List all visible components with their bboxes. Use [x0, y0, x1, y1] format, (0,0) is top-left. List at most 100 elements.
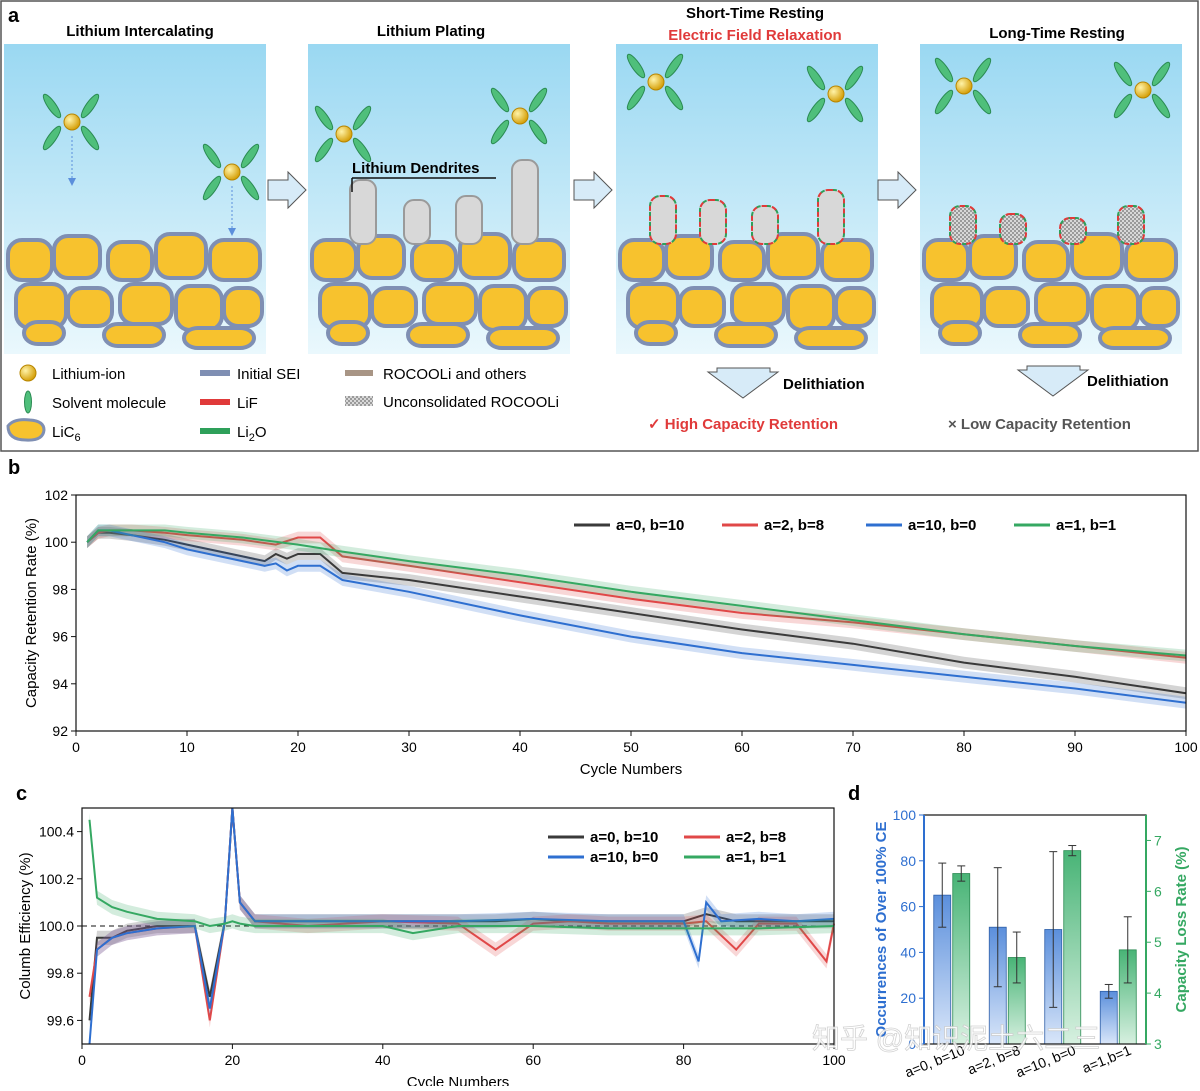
- x-tick-label: 80: [676, 1052, 692, 1068]
- x-tick-label: 20: [290, 739, 306, 755]
- legend-label: a=0, b=10: [590, 829, 658, 846]
- lithium-ion-icon: [648, 74, 664, 90]
- legend-unconsolidated: Unconsolidated ROCOOLi: [345, 394, 559, 411]
- legend-label: a=2, b=8: [764, 517, 824, 534]
- y-tick-label: 98: [52, 581, 68, 597]
- legend-lithium-ion: Lithium-ion: [20, 365, 125, 383]
- y-axis-label: Capacity Retention Rate (%): [23, 518, 40, 708]
- graphite-particle: [210, 240, 260, 280]
- graphite-particle: [424, 284, 476, 324]
- graphite-particle: [24, 322, 64, 344]
- graphite-particle: [408, 324, 468, 346]
- panel-a-letter: a: [8, 5, 20, 27]
- lithium-ion-icon: [1135, 82, 1151, 98]
- legend-lif: LiF: [200, 395, 258, 412]
- lithium-ion-icon: [512, 108, 528, 124]
- graphite-particle: [328, 322, 368, 344]
- stage-title: Long-Time Resting: [989, 25, 1125, 42]
- panel-b-letter: b: [8, 457, 20, 479]
- x-tick-label: 100: [822, 1052, 846, 1068]
- low-capacity-retention: × Low Capacity Retention: [948, 416, 1131, 433]
- right-y-tick-label: 3: [1154, 1036, 1162, 1052]
- y-tick-label: 99.8: [47, 965, 74, 981]
- x-tick-label: 70: [845, 739, 861, 755]
- left-y-tick-label: 60: [900, 899, 916, 915]
- y-tick-label: 102: [45, 487, 69, 503]
- dendrite: [1118, 206, 1144, 244]
- stage-1: Lithium Intercalating: [4, 23, 266, 354]
- graphite-particle: [1092, 286, 1138, 330]
- legend-label: Solvent molecule: [52, 395, 166, 412]
- graphite-particle: [732, 284, 784, 324]
- high-capacity-retention: ✓ High Capacity Retention: [648, 416, 838, 433]
- dendrites-callout: Lithium Dendrites: [352, 160, 480, 177]
- delithiation-label: Delithiation: [783, 376, 865, 393]
- x-tick-label: 100: [1174, 739, 1198, 755]
- delithiation-arrow-icon: [708, 368, 778, 398]
- graphite-particle: [1140, 288, 1178, 326]
- graphite-particle: [108, 242, 152, 280]
- legend-initial-sei: Initial SEI: [200, 366, 300, 383]
- legend-rocooli: ROCOOLi and others: [345, 366, 526, 383]
- legend-solvent: Solvent molecule: [25, 391, 167, 413]
- dendrite: [1000, 214, 1026, 244]
- graphite-particle: [788, 286, 834, 330]
- watermark: 知乎 @知识泥土六二三: [812, 1023, 1100, 1054]
- graphite-particle: [412, 242, 456, 280]
- stage-title: Lithium Plating: [377, 23, 485, 40]
- legend-item: a=10, b=0: [548, 849, 658, 866]
- graphite-particle: [224, 288, 262, 326]
- delithiation-arrow-icon: [1018, 366, 1088, 396]
- legend-label: a=10, b=0: [590, 849, 658, 866]
- x-tick-label: 0: [72, 739, 80, 755]
- dendrite: [404, 200, 430, 244]
- graphite-particle: [156, 234, 206, 278]
- solvent-molecule-icon: [25, 391, 32, 413]
- graphite-particle: [8, 240, 52, 280]
- panel-c-letter: c: [16, 783, 27, 805]
- lithium-ion-icon: [224, 164, 240, 180]
- dendrite: [350, 180, 376, 244]
- x-axis-label: Cycle Numbers: [580, 761, 683, 778]
- left-y-tick-label: 80: [900, 853, 916, 869]
- lithium-ion-icon: [20, 365, 36, 381]
- graphite-particle: [54, 236, 100, 278]
- process-arrow-icon: [574, 172, 612, 208]
- graphite-particle: [680, 288, 724, 326]
- x-tick-label: 90: [1067, 739, 1083, 755]
- legend-label: a=1, b=1: [726, 849, 786, 866]
- lithium-ion-icon: [64, 114, 80, 130]
- stage-title: Lithium Intercalating: [66, 23, 214, 40]
- graphite-particle: [514, 240, 564, 280]
- long-resting-result: Delithiation × Low Capacity Retention: [948, 366, 1169, 433]
- graphite-particle: [104, 324, 164, 346]
- y-tick-label: 100.2: [39, 871, 74, 887]
- graphite-particle: [488, 328, 558, 348]
- left-y-tick-label: 40: [900, 944, 916, 960]
- graphite-particle: [720, 242, 764, 280]
- legend-item: a=2, b=8: [722, 517, 824, 534]
- graphite-particle: [796, 328, 866, 348]
- right-y-tick-label: 5: [1154, 934, 1162, 950]
- x-tick-label: 20: [225, 1052, 241, 1068]
- dendrite: [818, 190, 844, 244]
- left-axis-label: Occurrences of Over 100% CE: [873, 822, 890, 1038]
- lif-swatch: [200, 399, 230, 405]
- lithium-ion-icon: [828, 86, 844, 102]
- legend-lic6: LiC6: [8, 420, 81, 444]
- legend-item: a=0, b=10: [574, 517, 684, 534]
- graphite-particle: [1036, 284, 1088, 324]
- stage-title: Short-Time Resting: [686, 5, 824, 22]
- graphite-particle: [984, 288, 1028, 326]
- x-tick-label: 30: [401, 739, 417, 755]
- right-y-tick-label: 6: [1154, 883, 1162, 899]
- lic6-icon: [8, 420, 44, 440]
- process-arrow-icon: [878, 172, 916, 208]
- graphite-particle: [372, 288, 416, 326]
- graphite-particle: [176, 286, 222, 330]
- legend-item: a=1, b=1: [1014, 517, 1116, 534]
- graphite-particle: [528, 288, 566, 326]
